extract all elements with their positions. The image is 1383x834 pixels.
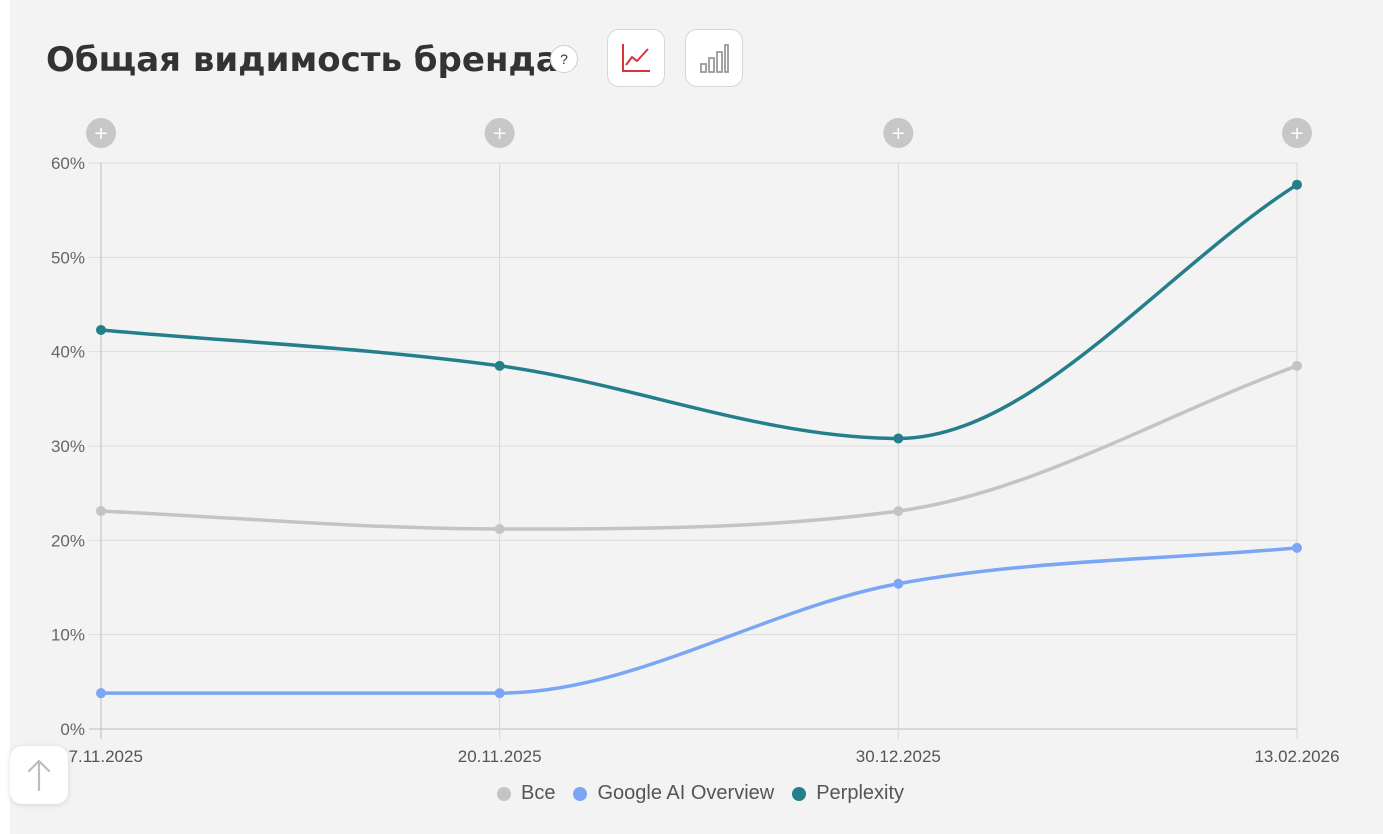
add-annotation-plus: +	[93, 123, 108, 144]
add-annotation-plus: +	[492, 123, 507, 144]
data-point	[1292, 179, 1302, 190]
legend-dot	[573, 786, 588, 801]
y-tick-label: 50%	[51, 248, 85, 267]
legend-item[interactable]: Perplexity	[792, 782, 904, 805]
arrow-up-icon	[27, 759, 51, 792]
data-point	[1292, 542, 1302, 553]
line-chart: 0% 10% 20% 30% 40% 50% 60% 17.11.2025 +20.11.202…	[51, 118, 1340, 766]
data-point	[893, 433, 904, 444]
series-line-1	[99, 546, 1299, 695]
line-view-button[interactable]	[607, 29, 665, 87]
add-annotation-button[interactable]	[86, 118, 116, 148]
legend-label: Perplexity	[816, 782, 905, 804]
series-line-0	[99, 364, 1299, 531]
data-point	[96, 324, 106, 335]
data-point	[96, 688, 106, 699]
series-line-2	[99, 182, 1299, 441]
y-tick-label: 30%	[51, 437, 85, 456]
legend-dot	[496, 786, 511, 801]
y-tick-label: 40%	[51, 343, 85, 362]
x-tick-label: 30.12.2025	[856, 747, 941, 766]
data-point	[1292, 360, 1302, 371]
scroll-top-button[interactable]	[10, 746, 68, 804]
x-tick-label: 20.11.2025	[458, 747, 542, 766]
legend-item[interactable]: Все	[496, 782, 556, 805]
data-point	[494, 688, 505, 699]
bar-view-button[interactable]	[685, 29, 743, 87]
y-tick-label: 60%	[51, 154, 85, 173]
line-chart-icon	[622, 44, 650, 72]
legend-label: Все	[520, 782, 556, 804]
add-annotation-plus: +	[891, 123, 906, 144]
x-tick-label: 13.02.2026	[1254, 747, 1339, 766]
data-point	[893, 578, 904, 589]
data-point	[893, 506, 904, 517]
chart-panel	[10, 0, 1383, 834]
data-point	[494, 360, 505, 371]
bar-chart-icon	[700, 44, 729, 73]
chart-legend: Все Google AI Overview Perplexity	[0, 782, 1383, 805]
help-label: ?	[560, 51, 568, 67]
legend-label: Google AI Overview	[597, 782, 775, 804]
add-annotation-plus: +	[1289, 123, 1304, 144]
add-annotation-button[interactable]	[1282, 118, 1312, 148]
page-title: Общая видимость бренда	[46, 40, 559, 80]
data-point	[494, 524, 505, 535]
y-tick-label: 10%	[51, 626, 85, 645]
data-point	[96, 506, 106, 517]
legend-dot	[792, 786, 807, 801]
help-button[interactable]: ?	[550, 45, 578, 73]
x-tick-label: 17.11.2025	[59, 747, 143, 766]
add-annotation-button[interactable]	[883, 118, 914, 148]
add-annotation-button[interactable]	[484, 118, 515, 148]
legend-item[interactable]: Google AI Overview	[573, 782, 774, 805]
y-tick-label: 20%	[51, 531, 85, 550]
y-tick-label: 0%	[60, 720, 85, 739]
